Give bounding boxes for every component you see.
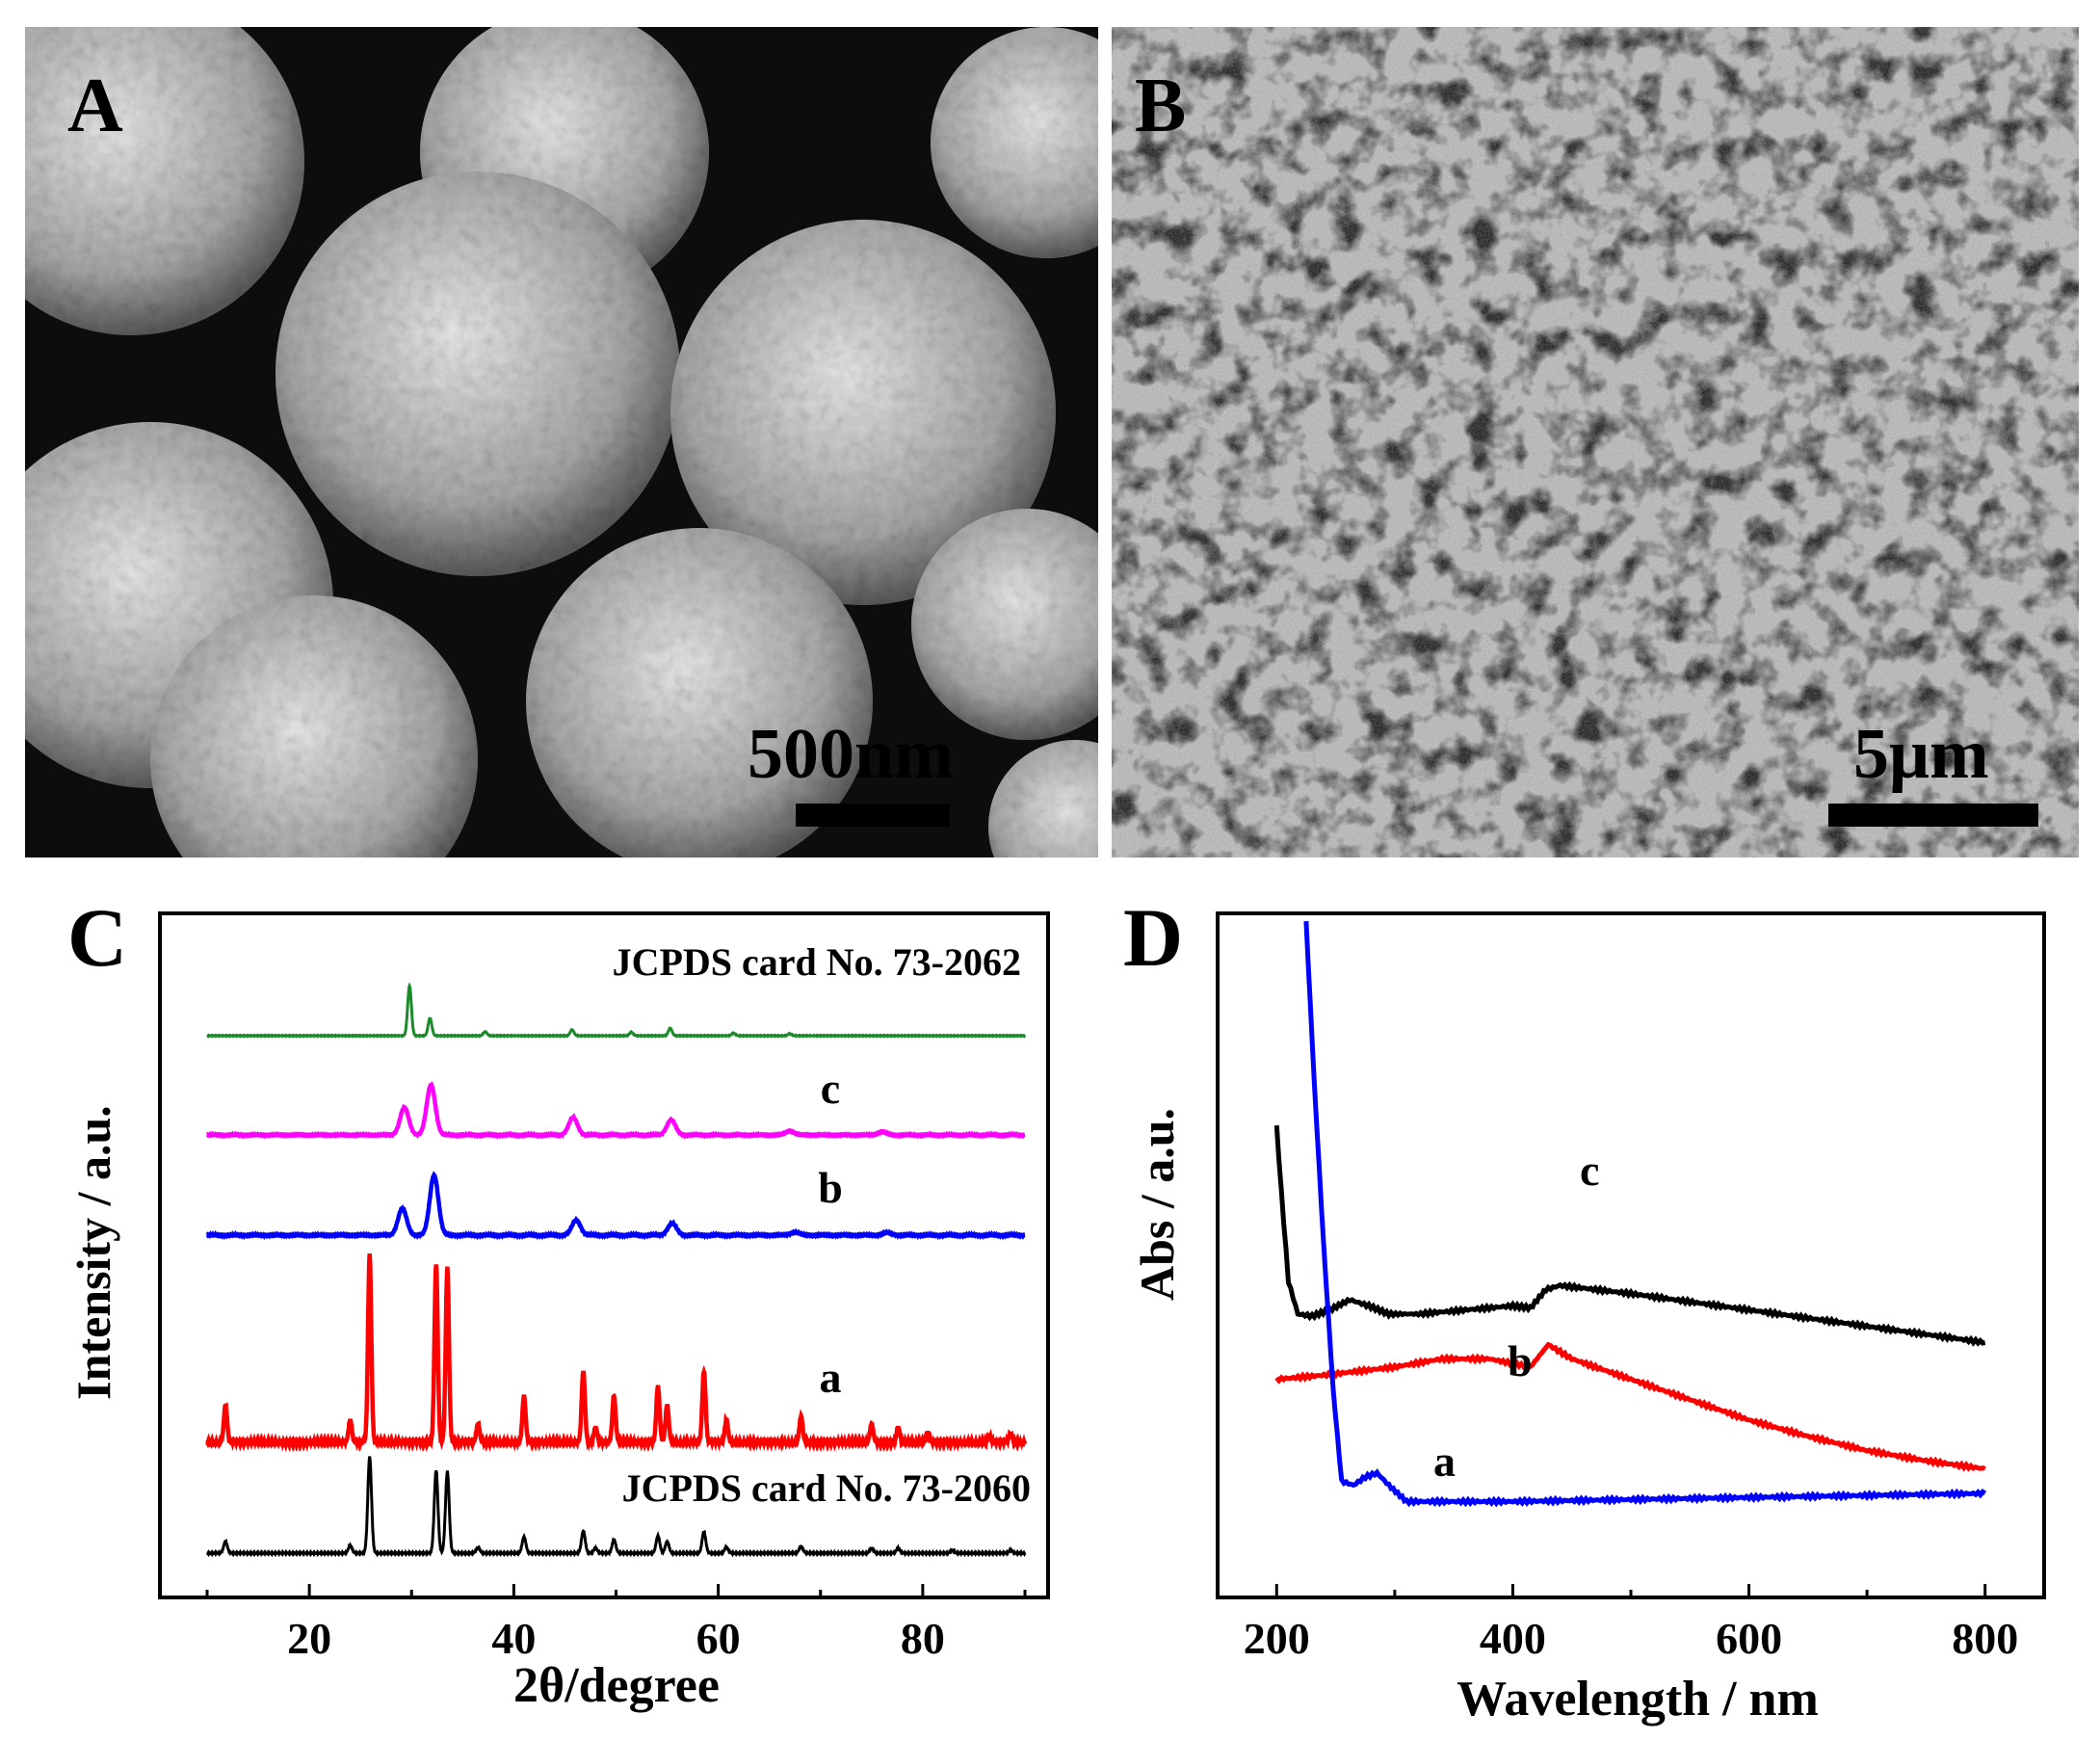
x-tick-label-d-2: 600 bbox=[1716, 1614, 1782, 1663]
series-line-d-2 bbox=[1303, 920, 1987, 1508]
scale-bar-b bbox=[1828, 804, 2038, 827]
x-tick-label-d-1: 400 bbox=[1480, 1614, 1546, 1663]
series-label-c-4: JCPDS card No. 73-2060 bbox=[622, 1466, 1031, 1510]
x-axis-label-d: Wavelength / nm bbox=[1457, 1672, 1819, 1727]
x-tick-label-c-1: 40 bbox=[491, 1614, 536, 1663]
x-tick-label-c-3: 80 bbox=[901, 1614, 945, 1663]
x-tick-label-d-0: 200 bbox=[1244, 1614, 1310, 1663]
series-label-d-0: c bbox=[1580, 1146, 1599, 1195]
series-line-c-1 bbox=[205, 1081, 1026, 1140]
y-axis-label-c: Intensity / a.u. bbox=[66, 1105, 120, 1400]
series-line-c-4 bbox=[205, 1456, 1027, 1558]
series-line-c-2 bbox=[205, 1171, 1026, 1241]
panel-label-d: D bbox=[1123, 891, 1183, 984]
series-labels-d: c b a bbox=[1433, 1146, 1599, 1486]
series-label-c-3: a bbox=[820, 1353, 842, 1402]
x-tick-label-c-0: 20 bbox=[287, 1614, 331, 1663]
series-line-d-1 bbox=[1274, 1341, 1986, 1472]
x-ticks-c: 20 40 60 80 bbox=[205, 1584, 1027, 1663]
scale-bar-a bbox=[796, 804, 950, 827]
series-group-c bbox=[205, 982, 1028, 1558]
plot-frame-c bbox=[158, 911, 1050, 1599]
series-label-d-1: b bbox=[1508, 1336, 1533, 1385]
sem-image-a: A 500nm bbox=[25, 27, 1098, 857]
x-tick-label-d-3: 800 bbox=[1952, 1614, 2018, 1663]
series-label-d-2: a bbox=[1433, 1437, 1456, 1486]
x-tick-label-c-2: 60 bbox=[696, 1614, 741, 1663]
panel-label-b: B bbox=[1135, 64, 1187, 148]
series-line-d-0 bbox=[1273, 1124, 1986, 1347]
panel-label-a: A bbox=[67, 64, 123, 148]
series-label-c-2: b bbox=[818, 1163, 843, 1212]
series-labels-c: JCPDS card No. 73-2062 c b a JCPDS card No. … bbox=[613, 940, 1031, 1510]
series-line-c-0 bbox=[206, 982, 1027, 1039]
sem-image-b: B 5μm bbox=[1112, 27, 2079, 857]
series-label-c-0: JCPDS card No. 73-2062 bbox=[613, 940, 1021, 984]
x-ticks-d: 200 400 600 800 bbox=[1244, 1584, 2018, 1663]
y-axis-label-d: Abs / a.u. bbox=[1130, 1108, 1184, 1301]
series-label-c-1: c bbox=[821, 1064, 840, 1113]
scale-bar-label-b: 5μm bbox=[1853, 715, 1989, 794]
x-axis-label-c: 2θ/degree bbox=[513, 1658, 720, 1713]
panel-label-c: C bbox=[67, 891, 127, 984]
scale-bar-label-a: 500nm bbox=[748, 715, 954, 794]
series-group-d bbox=[1273, 920, 1987, 1508]
series-line-c-3 bbox=[205, 1253, 1028, 1453]
